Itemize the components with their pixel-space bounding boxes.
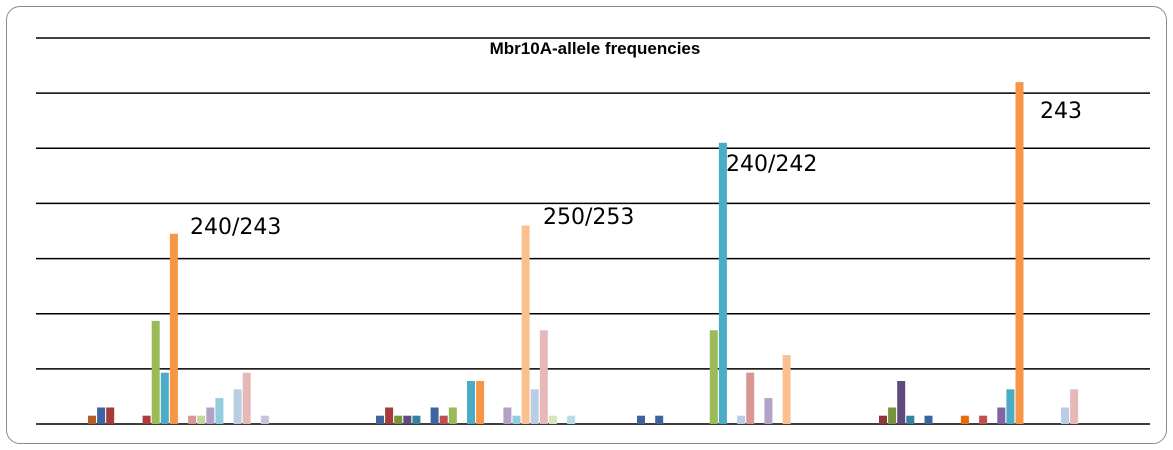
bar [879,415,887,424]
bar [97,407,106,424]
bar [906,415,915,424]
bars [88,82,1079,425]
annotation-250-253: 250/253 [543,205,634,230]
bar [737,415,746,424]
bar [1006,389,1015,424]
bar [539,330,548,424]
bar [385,407,394,424]
bar [160,372,169,424]
bar [521,225,530,424]
bar [1015,82,1024,424]
bar [888,407,897,424]
bar [206,407,215,424]
bar [924,415,933,424]
bar [1070,389,1079,424]
bar [530,389,539,424]
bar [430,407,439,424]
bar [376,415,384,424]
chart-title: Mbr10A-allele frequencies [490,39,701,58]
bar [503,407,512,424]
bar [979,415,988,424]
bar [782,355,791,424]
bar [897,381,906,424]
bar [88,415,96,424]
bar [512,415,521,424]
bar [448,407,457,424]
bar [169,233,178,424]
bar [215,398,224,424]
bar [1061,407,1069,424]
bar [260,415,269,424]
bar [997,407,1006,424]
bar [197,415,206,424]
bar [403,415,412,424]
bar [394,415,403,424]
bar [960,415,969,424]
bar [188,415,197,424]
bar [106,407,115,424]
annotation-243: 243 [1040,99,1082,124]
bar [655,415,664,424]
bar [567,415,576,424]
annotation-240-242: 240/242 [726,152,817,177]
bar [718,142,727,425]
bar [637,415,645,424]
bar [467,381,475,424]
bar [764,398,773,424]
bar [242,372,251,424]
bar [746,372,755,424]
bar [142,415,151,424]
bar [476,381,485,424]
bar [151,320,160,424]
chart-frame [6,6,1167,444]
bar [709,330,718,424]
bar [548,415,557,424]
bar [233,389,242,424]
bar [439,415,448,424]
bar [412,415,421,424]
annotation-240-243: 240/243 [190,215,281,240]
